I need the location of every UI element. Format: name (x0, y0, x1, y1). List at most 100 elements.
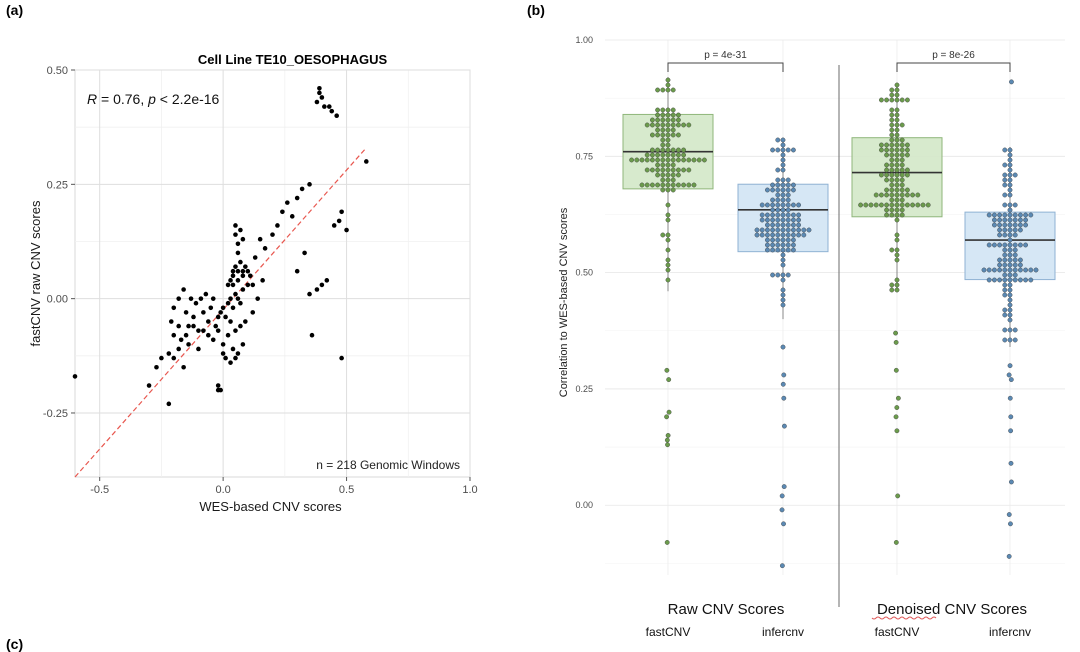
swarm-point-fastCNV (894, 92, 900, 98)
swarm-point-fastCNV (665, 237, 671, 243)
swarm-point-infercnv (1002, 192, 1008, 198)
y-tick-label: 1.00 (575, 35, 593, 45)
swarm-point-infercnv (775, 237, 781, 243)
swarm-point-fastCNV (905, 152, 910, 158)
swarm-point-fastCNV (884, 187, 889, 193)
swarm-point-infercnv (759, 232, 765, 238)
swarm-point-fastCNV (660, 172, 666, 178)
annotation-eq: = 0.76, (97, 91, 148, 107)
data-point (176, 346, 181, 352)
swarm-point-fastCNV (660, 187, 666, 193)
swarm-point-fastCNV (889, 127, 895, 133)
swarm-point-fastCNV (894, 167, 900, 173)
swarm-point-fastCNV (665, 182, 671, 188)
swarm-point-fastCNV (655, 147, 660, 153)
swarm-point-fastCNV (895, 395, 901, 401)
swarm-point-fastCNV (899, 122, 905, 128)
data-point (171, 355, 177, 361)
swarm-point-fastCNV (905, 147, 910, 153)
swarm-point-infercnv (992, 267, 997, 273)
swarm-point-infercnv (770, 237, 775, 243)
swarm-point-fastCNV (681, 167, 686, 173)
data-point (262, 246, 268, 251)
data-point (228, 278, 233, 283)
swarm-point-infercnv (765, 237, 770, 243)
swarm-point-fastCNV (889, 172, 895, 178)
swarm-point-fastCNV (889, 142, 895, 148)
swarm-point-infercnv (1007, 363, 1013, 369)
swarm-point-infercnv (1009, 79, 1014, 85)
swarm-point-fastCNV (894, 142, 900, 148)
swarm-point-infercnv (791, 227, 796, 233)
data-point (178, 337, 184, 343)
data-point (235, 268, 241, 274)
swarm-point-fastCNV (665, 107, 671, 113)
swarm-point-fastCNV (894, 277, 900, 283)
swarm-point-infercnv (791, 232, 796, 238)
swarm-point-fastCNV (691, 157, 697, 163)
swarm-point-infercnv (770, 147, 775, 153)
swarm-point-infercnv (1012, 262, 1018, 268)
swarm-point-infercnv (780, 137, 786, 143)
data-point (339, 355, 344, 361)
swarm-point-infercnv (1007, 232, 1013, 238)
data-point (280, 209, 285, 215)
swarm-point-infercnv (780, 177, 786, 183)
data-point (230, 273, 236, 279)
swarm-point-fastCNV (665, 132, 671, 138)
swarm-point-fastCNV (884, 177, 889, 183)
swarm-point-fastCNV (889, 212, 895, 218)
swarm-point-infercnv (765, 212, 770, 218)
swarm-point-fastCNV (910, 192, 915, 198)
swarm-point-fastCNV (670, 107, 676, 113)
swarm-point-fastCNV (655, 162, 660, 168)
data-point (339, 209, 344, 215)
swarm-point-fastCNV (660, 112, 666, 118)
data-point (230, 282, 236, 288)
swarm-point-infercnv (782, 423, 787, 429)
swarm-point-infercnv (997, 277, 1002, 283)
data-point (314, 99, 320, 105)
swarm-point-fastCNV (894, 212, 900, 218)
data-point (235, 278, 241, 283)
swarm-point-fastCNV (873, 192, 879, 198)
swarm-point-fastCNV (665, 152, 671, 158)
swarm-point-fastCNV (899, 147, 905, 153)
swarm-point-fastCNV (665, 147, 671, 153)
swarm-point-infercnv (1006, 372, 1012, 378)
swarm-point-fastCNV (676, 122, 681, 128)
data-point (196, 346, 201, 352)
swarm-point-infercnv (1008, 377, 1014, 383)
swarm-point-infercnv (779, 507, 785, 513)
swarm-point-infercnv (759, 217, 765, 223)
group-label-raw: Raw CNV Scores (668, 601, 785, 618)
data-point (314, 287, 320, 292)
swarm-point-fastCNV (676, 152, 681, 158)
swarm-point-fastCNV (894, 232, 900, 238)
swarm-point-fastCNV (670, 187, 676, 193)
swarm-point-infercnv (785, 197, 791, 203)
data-point (233, 232, 238, 237)
data-point (171, 332, 177, 338)
swarm-point-infercnv (791, 212, 796, 218)
data-point (203, 291, 209, 297)
swarm-point-fastCNV (702, 157, 707, 163)
data-point (191, 323, 196, 329)
data-point (240, 342, 246, 347)
swarm-point-infercnv (1007, 147, 1013, 153)
swarm-point-infercnv (1002, 242, 1008, 248)
swarm-point-fastCNV (681, 147, 686, 153)
swarm-point-fastCNV (670, 152, 676, 158)
swarm-point-infercnv (780, 222, 786, 228)
data-point (252, 255, 258, 260)
swarm-point-fastCNV (670, 147, 676, 153)
swarm-point-infercnv (785, 187, 791, 193)
y-tick-label: 0.50 (47, 65, 68, 77)
p-value-label: p = 4e-31 (704, 50, 747, 61)
swarm-point-fastCNV (664, 437, 670, 443)
swarm-point-fastCNV (894, 237, 900, 243)
swarm-point-infercnv (775, 222, 781, 228)
swarm-point-infercnv (1007, 287, 1013, 293)
swarm-point-infercnv (780, 297, 786, 303)
swarm-point-fastCNV (899, 152, 905, 158)
